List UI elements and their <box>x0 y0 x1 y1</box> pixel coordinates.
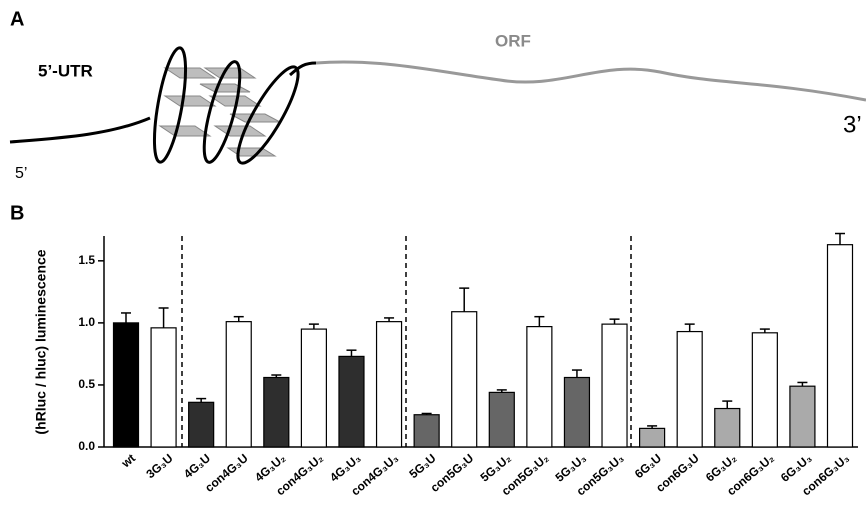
bar <box>339 356 364 447</box>
rna-diagram <box>10 46 866 170</box>
y-axis-title: (hRluc / hluc) luminescence <box>33 249 49 434</box>
panel-label: A <box>10 8 24 30</box>
panel-label: B <box>10 202 24 224</box>
bar <box>564 377 589 447</box>
y-tick-label: 0.0 <box>78 439 95 453</box>
bar <box>452 312 477 447</box>
bar <box>114 323 139 447</box>
bar <box>752 333 777 447</box>
bar <box>377 322 402 447</box>
bar <box>489 392 514 447</box>
x-tick-label: 5G₃U <box>406 451 438 481</box>
x-tick-label: 4G₃U <box>181 451 213 481</box>
x-tick-label: wt <box>118 451 138 471</box>
five-prime-label: 5’ <box>15 165 27 182</box>
three-prime-label: 3’ <box>843 111 862 138</box>
bar <box>640 428 665 447</box>
x-tick-label: 6G₃U <box>632 451 664 481</box>
y-tick-label: 0.5 <box>78 377 95 391</box>
bar <box>828 245 853 447</box>
utr-label: 5’-UTR <box>38 61 93 80</box>
bar <box>264 377 289 447</box>
bar <box>677 332 702 447</box>
bar <box>151 328 176 447</box>
y-tick-label: 1.5 <box>78 253 95 267</box>
orf-label: ORF <box>495 31 531 50</box>
bar <box>414 415 439 447</box>
bar <box>790 386 815 447</box>
bar <box>527 327 552 447</box>
bar <box>301 329 326 447</box>
bar <box>189 402 214 447</box>
y-tick-label: 1.0 <box>78 315 95 329</box>
bar <box>226 322 251 447</box>
x-tick-label: 3G₃U <box>143 451 175 481</box>
figure: A 5’-UTR ORF 3’ 5’ B (hRluc / hluc) lumi… <box>0 0 866 505</box>
bar <box>602 324 627 447</box>
bar <box>715 409 740 447</box>
